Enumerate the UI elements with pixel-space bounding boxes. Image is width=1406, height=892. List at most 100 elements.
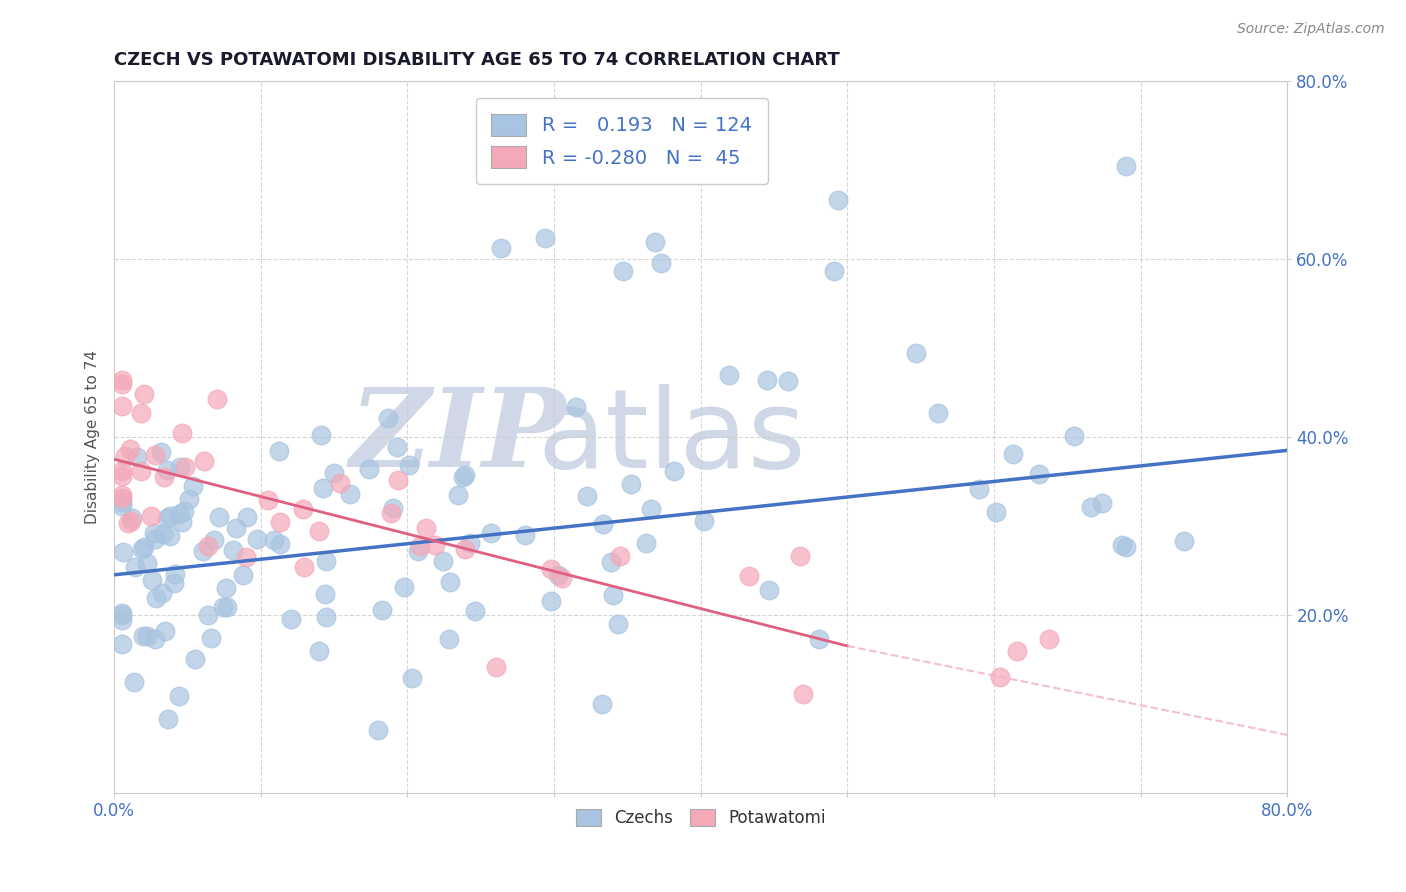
Point bbox=[387, 473, 409, 487]
Point bbox=[110, 607, 132, 622]
Point bbox=[150, 445, 173, 459]
Point bbox=[489, 242, 512, 256]
Point bbox=[222, 542, 245, 557]
Point bbox=[398, 458, 420, 472]
Point bbox=[152, 527, 174, 541]
Point bbox=[662, 463, 685, 477]
Point bbox=[1063, 429, 1085, 443]
Point bbox=[612, 264, 634, 278]
Point bbox=[1111, 538, 1133, 552]
Point bbox=[110, 465, 132, 479]
Point bbox=[110, 399, 132, 413]
Point bbox=[620, 476, 643, 491]
Point bbox=[464, 604, 486, 618]
Point bbox=[124, 675, 146, 690]
Point bbox=[136, 556, 159, 570]
Point bbox=[152, 586, 174, 600]
Point bbox=[738, 569, 761, 583]
Point bbox=[118, 442, 141, 456]
Point bbox=[308, 644, 330, 658]
Point bbox=[988, 670, 1011, 684]
Point bbox=[153, 624, 176, 639]
Point bbox=[110, 607, 132, 621]
Point bbox=[359, 461, 381, 475]
Point bbox=[165, 566, 187, 581]
Point bbox=[111, 545, 134, 559]
Point bbox=[127, 450, 149, 464]
Point bbox=[454, 541, 477, 556]
Point bbox=[600, 555, 623, 569]
Point bbox=[453, 468, 475, 483]
Point bbox=[120, 514, 142, 528]
Point bbox=[110, 469, 132, 483]
Point bbox=[143, 448, 166, 462]
Point bbox=[141, 573, 163, 587]
Point bbox=[927, 406, 949, 420]
Point bbox=[547, 568, 569, 582]
Point bbox=[1091, 496, 1114, 510]
Point bbox=[124, 560, 146, 574]
Point bbox=[439, 574, 461, 589]
Point bbox=[311, 481, 333, 495]
Point bbox=[1115, 540, 1137, 554]
Point bbox=[1115, 159, 1137, 173]
Point bbox=[269, 536, 291, 550]
Point bbox=[110, 491, 132, 505]
Point bbox=[263, 533, 285, 547]
Legend: Czechs, Potawatomi: Czechs, Potawatomi bbox=[569, 803, 832, 834]
Point bbox=[380, 507, 402, 521]
Point bbox=[236, 509, 259, 524]
Point bbox=[314, 587, 336, 601]
Point bbox=[159, 509, 181, 524]
Point bbox=[758, 582, 780, 597]
Point bbox=[169, 507, 191, 521]
Point bbox=[172, 425, 194, 440]
Point bbox=[385, 440, 408, 454]
Text: atlas: atlas bbox=[538, 384, 806, 491]
Point bbox=[197, 539, 219, 553]
Point bbox=[257, 492, 280, 507]
Point bbox=[315, 610, 337, 624]
Point bbox=[143, 532, 166, 546]
Point bbox=[169, 459, 191, 474]
Point bbox=[718, 368, 741, 382]
Point bbox=[117, 516, 139, 530]
Point bbox=[453, 469, 475, 483]
Point bbox=[409, 539, 432, 553]
Point bbox=[1001, 448, 1024, 462]
Point bbox=[292, 559, 315, 574]
Point bbox=[1173, 534, 1195, 549]
Point bbox=[540, 562, 562, 576]
Point bbox=[591, 697, 613, 711]
Point bbox=[131, 542, 153, 557]
Point bbox=[609, 549, 631, 563]
Point bbox=[152, 470, 174, 484]
Point bbox=[551, 571, 574, 585]
Point bbox=[827, 193, 849, 207]
Point bbox=[172, 515, 194, 529]
Point bbox=[110, 613, 132, 627]
Point bbox=[1007, 643, 1029, 657]
Point bbox=[193, 454, 215, 468]
Point bbox=[110, 637, 132, 651]
Point bbox=[1080, 500, 1102, 514]
Point bbox=[315, 554, 337, 568]
Point bbox=[139, 509, 162, 524]
Point bbox=[157, 712, 180, 726]
Point bbox=[479, 525, 502, 540]
Point bbox=[458, 536, 481, 550]
Point bbox=[322, 466, 344, 480]
Point bbox=[447, 488, 470, 502]
Point bbox=[132, 386, 155, 401]
Point bbox=[197, 608, 219, 623]
Point bbox=[225, 521, 247, 535]
Point bbox=[145, 591, 167, 605]
Point bbox=[246, 532, 269, 546]
Point bbox=[173, 460, 195, 475]
Text: CZECH VS POTAWATOMI DISABILITY AGE 65 TO 74 CORRELATION CHART: CZECH VS POTAWATOMI DISABILITY AGE 65 TO… bbox=[114, 51, 839, 69]
Point bbox=[792, 687, 814, 701]
Y-axis label: Disability Age 65 to 74: Disability Age 65 to 74 bbox=[86, 350, 100, 524]
Point bbox=[110, 500, 132, 514]
Point bbox=[159, 529, 181, 543]
Point bbox=[169, 689, 191, 703]
